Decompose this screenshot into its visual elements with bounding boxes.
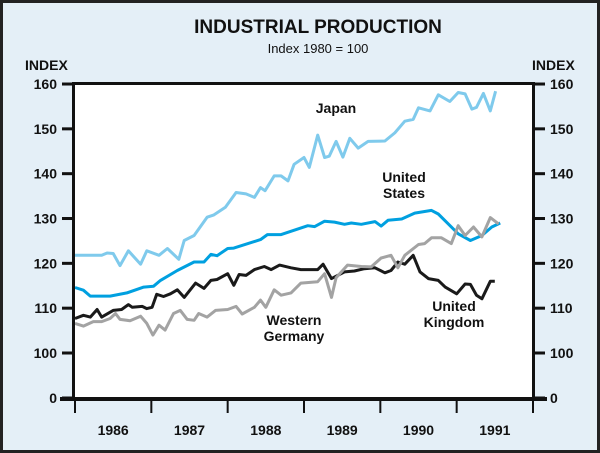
y-tick-label-left: 0 bbox=[49, 390, 57, 406]
y-tick-right bbox=[533, 261, 545, 265]
x-tick-label: 1986 bbox=[98, 422, 129, 438]
chart-title: INDUSTRIAL PRODUCTION bbox=[194, 17, 442, 38]
series-label-united-kingdom: United bbox=[432, 298, 476, 314]
y-tick-left bbox=[62, 306, 74, 310]
y-tick-right bbox=[533, 306, 545, 310]
y-tick-label-right: 130 bbox=[550, 211, 574, 227]
plot-left-axis bbox=[72, 82, 75, 401]
y-tick-left bbox=[62, 82, 74, 86]
x-tick bbox=[150, 400, 153, 413]
x-tick bbox=[379, 400, 382, 413]
series-label-united-kingdom: Kingdom bbox=[424, 314, 485, 330]
y-tick-label-right: 140 bbox=[550, 166, 574, 182]
plot-top-border bbox=[72, 82, 535, 85]
series-label-united-states: United bbox=[382, 169, 426, 185]
y-tick-right bbox=[533, 217, 545, 221]
x-tick-label: 1991 bbox=[479, 422, 510, 438]
y-tick-left bbox=[62, 261, 74, 265]
x-tick bbox=[226, 400, 229, 413]
y-tick-right bbox=[533, 351, 545, 355]
x-tick-label: 1989 bbox=[327, 422, 358, 438]
y-tick-label-left: 160 bbox=[34, 76, 58, 92]
y-tick-label-left: 130 bbox=[34, 211, 58, 227]
series-line-japan bbox=[75, 90, 498, 268]
y-tick-left bbox=[62, 127, 74, 131]
x-tick bbox=[532, 400, 534, 413]
y-tick-right bbox=[533, 127, 545, 131]
series-line-united-states bbox=[74, 208, 501, 298]
series-label-western-germany: Western bbox=[267, 312, 322, 328]
x-axis bbox=[60, 397, 547, 401]
y-tick-label-right: 160 bbox=[550, 76, 574, 92]
x-tick-label: 1990 bbox=[403, 422, 434, 438]
x-tick bbox=[455, 400, 458, 413]
y-tick-label-right: 100 bbox=[550, 345, 574, 361]
series-line-united-kingdom bbox=[74, 253, 495, 320]
y-tick-label-right: 120 bbox=[550, 255, 574, 271]
x-tick-label: 1988 bbox=[250, 422, 281, 438]
y-axis-label-left: INDEX bbox=[25, 57, 68, 73]
y-tick-label-left: 110 bbox=[34, 300, 57, 316]
x-tick bbox=[74, 400, 76, 413]
y-tick-left bbox=[62, 351, 74, 355]
y-tick-label-right: 110 bbox=[550, 300, 573, 316]
y-tick-label-right: 150 bbox=[550, 121, 574, 137]
plot-right-axis bbox=[532, 82, 535, 401]
y-tick-left bbox=[62, 217, 74, 221]
y-tick-label-left: 140 bbox=[34, 166, 58, 182]
y-axis-label-right: INDEX bbox=[532, 57, 575, 73]
plot-area bbox=[74, 84, 533, 399]
y-tick-label-left: 150 bbox=[34, 121, 58, 137]
series-label-japan: Japan bbox=[316, 100, 356, 116]
series-label-united-states: States bbox=[383, 185, 425, 201]
x-tick-label: 1987 bbox=[174, 422, 205, 438]
y-tick-right bbox=[533, 172, 545, 176]
y-tick-label-left: 120 bbox=[34, 255, 58, 271]
series-line-western-germany bbox=[74, 216, 500, 337]
y-tick-right bbox=[533, 82, 545, 86]
chart-subtitle: Index 1980 = 100 bbox=[268, 41, 369, 56]
y-tick-label-right: 0 bbox=[550, 390, 558, 406]
y-tick-left bbox=[62, 172, 74, 176]
series-label-western-germany: Germany bbox=[264, 328, 325, 344]
y-tick-label-left: 100 bbox=[34, 345, 58, 361]
x-tick bbox=[303, 400, 305, 413]
